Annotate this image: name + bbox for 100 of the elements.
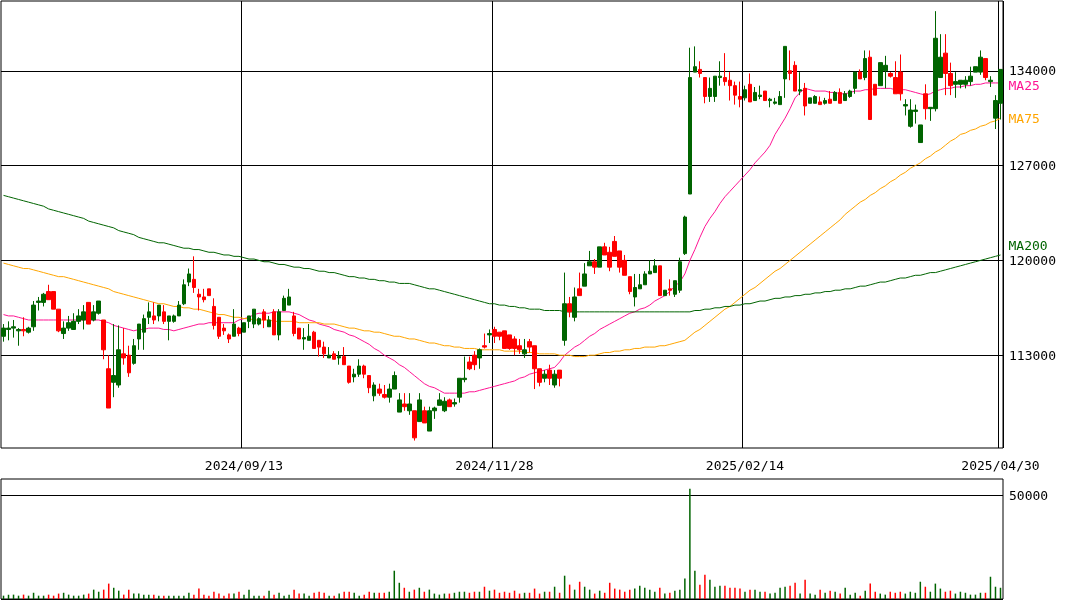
- candlestick: [703, 77, 707, 104]
- candlestick: [567, 296, 572, 318]
- candlestick: [412, 410, 417, 442]
- candlestick: [552, 369, 557, 389]
- candlestick: [768, 97, 772, 108]
- candlestick: [988, 75, 993, 88]
- candlestick: [192, 255, 196, 294]
- candlestick: [683, 215, 687, 256]
- candlestick: [587, 250, 592, 267]
- candlestick: [187, 268, 191, 287]
- x-tick-label: 2025/04/30: [961, 458, 1040, 473]
- candlestick: [482, 333, 487, 349]
- candlestick: [597, 246, 602, 268]
- candlestick: [628, 276, 632, 295]
- line-series: [3, 82, 1001, 394]
- candlestick: [658, 265, 662, 297]
- candlestick: [402, 392, 407, 412]
- candlestick: [763, 90, 767, 102]
- candlestick: [347, 365, 351, 385]
- candlestick: [262, 308, 266, 329]
- candlestick: [342, 346, 346, 366]
- candlestick: [858, 68, 862, 80]
- y-tick-label: 134000: [1009, 63, 1056, 79]
- candlestick: [272, 308, 276, 336]
- candlestick: [863, 49, 867, 81]
- candlestick: [26, 326, 31, 335]
- candlestick: [157, 304, 161, 322]
- candlestick: [31, 300, 36, 332]
- candlestick: [823, 97, 827, 106]
- candlestick: [738, 81, 742, 108]
- candlestick: [698, 60, 702, 79]
- candlestick: [693, 45, 697, 73]
- candlestick: [803, 82, 807, 116]
- candlestick: [688, 47, 692, 195]
- candlestick: [101, 319, 106, 360]
- y-tick-label: 113000: [1009, 347, 1056, 363]
- candlestick: [407, 392, 412, 416]
- candlestick: [983, 58, 988, 81]
- candlestick: [853, 71, 857, 95]
- candlestick: [367, 375, 371, 394]
- x-tick-label: 2024/09/13: [204, 458, 284, 473]
- candlestick: [227, 333, 231, 344]
- candlestick: [592, 258, 597, 275]
- candlestick: [903, 98, 908, 116]
- candlestick: [16, 327, 21, 347]
- candlestick: [557, 369, 562, 387]
- candlestick: [522, 338, 527, 359]
- candlestick: [452, 398, 457, 408]
- candlestick: [477, 347, 482, 370]
- candlestick: [267, 315, 271, 328]
- candlestick: [332, 350, 336, 360]
- candlestick: [417, 392, 422, 423]
- candlestick: [337, 350, 341, 366]
- candlestick: [207, 288, 211, 297]
- candlestick: [362, 364, 366, 379]
- series-label: MA25: [1008, 78, 1040, 94]
- candlestick: [372, 381, 376, 402]
- candlestick: [888, 71, 893, 79]
- x-tick-label: 2024/11/28: [455, 458, 534, 473]
- candlestick: [147, 301, 151, 325]
- candlestick: [327, 346, 331, 359]
- line-series: [3, 117, 1001, 358]
- candlestick: [21, 316, 26, 337]
- candlestick: [743, 85, 747, 102]
- candlestick: [422, 406, 427, 424]
- candlestick: [377, 383, 382, 397]
- candlestick: [152, 301, 156, 325]
- candlestick: [818, 96, 822, 106]
- candlestick: [923, 83, 928, 121]
- candlestick: [106, 354, 111, 409]
- x-tick-label: 2025/02/14: [705, 458, 785, 473]
- series-label: MA75: [1008, 110, 1040, 126]
- candlestick: [132, 338, 136, 366]
- candlestick: [382, 384, 387, 400]
- candlestick: [447, 398, 452, 408]
- candlestick: [783, 45, 787, 99]
- candlestick: [277, 308, 281, 341]
- candlestick: [232, 308, 236, 337]
- candlestick: [663, 289, 667, 297]
- candlestick: [237, 326, 241, 337]
- y-tick-label: 127000: [1009, 158, 1056, 174]
- candlestick: [542, 369, 547, 383]
- series-label: MA200: [1008, 237, 1048, 253]
- candlestick: [86, 301, 91, 325]
- candlestick: [833, 90, 837, 102]
- y-tick-label: 50000: [1009, 487, 1049, 503]
- candlestick: [547, 364, 552, 386]
- candlestick: [577, 272, 582, 297]
- candlestick: [838, 87, 842, 104]
- candlestick: [828, 90, 832, 104]
- candlestick: [798, 71, 802, 96]
- y-tick-label: 120000: [1009, 252, 1056, 268]
- candlestick: [487, 328, 492, 344]
- candlestick: [668, 278, 672, 297]
- candlestick: [918, 124, 923, 144]
- candlestick: [748, 72, 752, 103]
- candlestick: [182, 278, 186, 306]
- candlestick: [242, 322, 246, 333]
- candlestick: [397, 392, 402, 413]
- candlestick: [582, 262, 587, 287]
